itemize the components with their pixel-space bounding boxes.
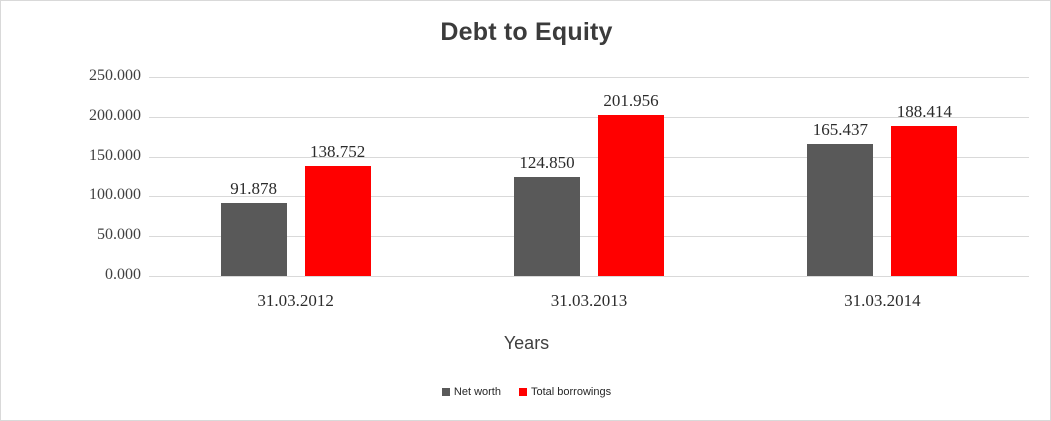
legend-swatch-icon	[441, 388, 450, 396]
legend-item-net-worth[interactable]: Net worth	[441, 386, 501, 398]
y-axis-tick-label: 0.000	[105, 266, 141, 283]
x-axis-category-label: 31.03.2012	[257, 291, 334, 310]
gridline	[149, 77, 1029, 78]
legend-swatch-icon	[518, 388, 527, 396]
chart-legend: Net worth Total borrowings	[1, 386, 1050, 398]
plot-area: 91.878 138.752 124.850 201.956 165.437 188.41…	[149, 77, 1029, 277]
y-axis-tick-label: 250.000	[89, 67, 141, 84]
gridline	[149, 276, 1029, 277]
bar-value-label: 201.956	[603, 91, 659, 111]
bar-value-label: 124.850	[519, 152, 575, 172]
bar-value-label: 188.414	[896, 102, 952, 122]
x-axis-title: Years	[503, 333, 550, 353]
y-axis-tick-label: 150.000	[89, 146, 141, 164]
gridline	[149, 156, 1029, 158]
bar-total-borrowings-31.03.2012[interactable]	[304, 165, 371, 276]
x-axis-category-label: 31.03.2013	[550, 291, 628, 310]
x-axis-category-label: 31.03.2014	[844, 291, 921, 310]
gridline	[149, 236, 1029, 238]
legend-item-total-borrowings[interactable]: Total borrowings	[518, 386, 612, 398]
y-axis-tick-labels: 0.000 50.000 100.000 150.000 200.000 250.000	[45, 67, 141, 283]
chart-title: Debt to Equity	[440, 18, 613, 46]
bar-value-label: 91.878	[230, 178, 278, 198]
legend-label: Net worth	[453, 386, 501, 398]
bar-value-label: 138.752	[310, 141, 366, 161]
bar-net-worth-31.03.2012[interactable]	[220, 202, 287, 276]
bar-total-borrowings-31.03.2014[interactable]	[891, 126, 958, 276]
y-axis-tick-label: 50.000	[97, 226, 141, 244]
legend-label: Total borrowings	[530, 386, 612, 398]
y-axis-tick-label: 200.000	[89, 106, 141, 124]
y-axis-tick-label: 100.000	[89, 186, 141, 204]
bar-net-worth-31.03.2014[interactable]	[807, 144, 874, 276]
bar-net-worth-31.03.2013[interactable]	[514, 176, 580, 276]
gridline	[149, 196, 1029, 198]
gridline	[149, 116, 1029, 118]
bar-value-label: 165.437	[812, 120, 868, 140]
bar-total-borrowings-31.03.2013[interactable]	[598, 115, 664, 276]
